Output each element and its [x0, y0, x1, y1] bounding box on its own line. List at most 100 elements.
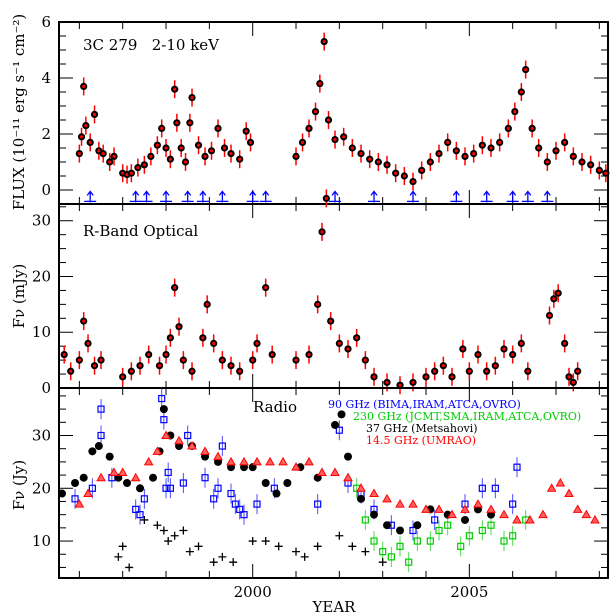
- data-point-core: [77, 152, 81, 156]
- data-point: [435, 526, 443, 535]
- legend-90ghz: 90 GHz (BIMA,IRAM,ATCA,OVRO): [328, 398, 521, 411]
- data-point: [304, 456, 314, 466]
- data-point-core: [212, 341, 216, 345]
- data-point-core: [498, 140, 502, 144]
- data-point-core: [101, 152, 105, 156]
- data-point-core: [493, 364, 497, 368]
- data-point-core: [428, 160, 432, 164]
- y-tick-label: 10: [32, 323, 51, 341]
- data-point-core: [576, 369, 580, 373]
- upper-limit-arrow: [181, 190, 194, 203]
- data-point: [461, 515, 470, 524]
- data-point-core: [563, 140, 567, 144]
- data-point: [214, 484, 222, 492]
- data-point: [564, 488, 574, 498]
- data-point: [194, 542, 203, 551]
- data-point: [581, 509, 592, 519]
- y-tick-label: 4: [41, 69, 51, 87]
- data-point: [555, 477, 566, 487]
- data-point: [473, 499, 483, 508]
- data-point: [130, 472, 141, 482]
- data-point-core: [177, 325, 181, 329]
- upper-limit-arrow: [368, 190, 381, 203]
- data-point-core: [437, 152, 441, 156]
- data-point-core: [372, 375, 376, 379]
- data-point-core: [264, 286, 268, 290]
- data-point-core: [411, 380, 415, 385]
- upper-limit-arrow: [407, 190, 420, 203]
- data-point: [109, 467, 119, 476]
- data-point-core: [567, 375, 571, 379]
- data-point: [239, 456, 249, 466]
- data-point: [97, 405, 105, 413]
- data-point-core: [318, 82, 322, 86]
- data-point: [396, 526, 405, 535]
- data-point-core: [526, 369, 530, 373]
- data-point-core: [112, 154, 116, 158]
- data-point-core: [155, 143, 159, 147]
- data-point: [356, 483, 366, 492]
- data-point: [118, 542, 127, 551]
- data-point-core: [467, 369, 471, 373]
- data-point: [486, 504, 496, 513]
- data-point: [174, 435, 184, 445]
- data-point: [229, 558, 238, 567]
- data-point-core: [238, 157, 242, 161]
- data-point: [278, 456, 288, 466]
- data-point-core: [326, 118, 331, 122]
- data-point: [487, 521, 495, 529]
- legend-230ghz: 230 GHz (JCMT,SMA,IRAM,ATCA,OVRO): [353, 410, 581, 423]
- data-point-core: [519, 341, 523, 345]
- data-point: [170, 531, 179, 540]
- data-point-core: [92, 364, 97, 368]
- data-point: [500, 537, 508, 545]
- data-point: [405, 558, 413, 566]
- data-point-core: [342, 135, 346, 139]
- data-point-core: [136, 166, 140, 170]
- data-point: [158, 394, 166, 403]
- data-point: [509, 500, 517, 508]
- data-point-core: [506, 126, 510, 130]
- data-point: [337, 410, 346, 419]
- data-point-core: [571, 380, 575, 385]
- data-point-core: [255, 341, 259, 345]
- y-tick-label: 2: [41, 125, 51, 143]
- data-point: [396, 542, 404, 550]
- data-point-core: [446, 140, 450, 144]
- panel-frame-2: [58, 387, 609, 579]
- data-point-core: [359, 152, 363, 156]
- upper-limit-arrow: [160, 190, 173, 203]
- data-point-core: [188, 121, 192, 125]
- data-point-core: [190, 369, 194, 373]
- data-point: [478, 484, 486, 492]
- data-point-core: [511, 352, 515, 357]
- data-point: [383, 521, 392, 530]
- data-point: [94, 442, 103, 451]
- data-point: [187, 441, 197, 450]
- upper-limit-arrow: [541, 190, 554, 203]
- data-point-core: [355, 336, 359, 340]
- x-tick-label: 2000: [234, 583, 272, 601]
- data-point-core: [513, 110, 517, 114]
- data-point: [313, 542, 322, 551]
- data-point-core: [92, 112, 97, 116]
- data-point-core: [129, 171, 133, 175]
- data-point-core: [350, 146, 354, 150]
- data-point-core: [62, 352, 66, 357]
- data-point: [457, 542, 465, 550]
- data-point-core: [147, 352, 151, 357]
- y-tick-label: 0: [41, 379, 51, 397]
- y-axis-label-xray: FLUX (10⁻¹¹ erg s⁻¹ cm⁻²): [10, 14, 28, 211]
- data-point: [460, 504, 470, 513]
- data-point-core: [86, 341, 90, 345]
- data-point: [231, 500, 239, 508]
- data-point-core: [190, 96, 194, 100]
- data-point: [291, 462, 301, 471]
- data-point: [179, 526, 188, 535]
- data-point: [164, 537, 173, 546]
- data-point: [292, 547, 301, 556]
- data-point: [344, 452, 353, 461]
- data-point: [274, 542, 283, 551]
- data-point-core: [84, 124, 88, 128]
- data-point: [357, 494, 366, 503]
